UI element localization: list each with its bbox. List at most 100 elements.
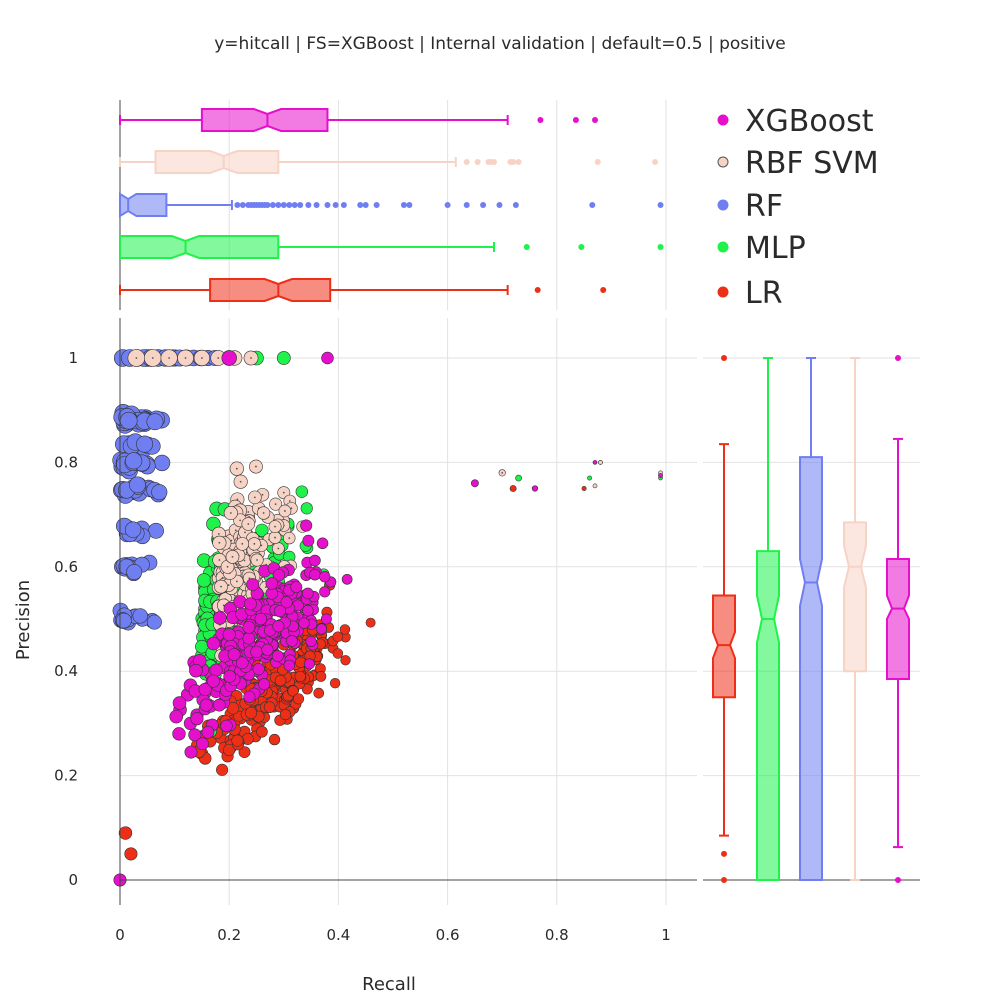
- outlier-point: [578, 244, 585, 250]
- data-point: [216, 763, 229, 776]
- box-body: [209, 278, 332, 302]
- data-point: [272, 568, 286, 582]
- data-point: [302, 604, 314, 617]
- legend-item-xgboost[interactable]: XGBoost: [717, 104, 874, 139]
- data-point: [301, 683, 313, 695]
- data-point: [245, 706, 258, 719]
- data-point-center: [235, 580, 238, 583]
- data-point: [305, 635, 317, 648]
- data-point-center: [229, 512, 232, 514]
- legend-item-rf[interactable]: RF: [717, 189, 783, 224]
- x-axis-title: Recall: [362, 974, 416, 995]
- data-point-center: [233, 594, 236, 597]
- data-point: [263, 701, 276, 714]
- data-point: [319, 571, 331, 583]
- legend-marker: [717, 114, 729, 126]
- data-point: [598, 460, 603, 465]
- legend-marker: [717, 241, 729, 253]
- outlier-point: [275, 202, 282, 208]
- series-xgboost: [113, 350, 663, 887]
- data-point-center: [239, 519, 242, 522]
- data-point: [115, 612, 132, 629]
- legend-marker: [717, 199, 729, 211]
- data-point: [243, 690, 256, 703]
- x-tick-label: 1: [661, 926, 671, 944]
- data-point: [470, 479, 479, 488]
- y-tick-label: 1: [68, 349, 78, 367]
- outlier-point: [297, 202, 304, 208]
- series-rf: [112, 349, 663, 631]
- outlier-point: [721, 850, 727, 857]
- data-point: [581, 486, 587, 491]
- precision-box-rf: [799, 357, 823, 881]
- data-point: [209, 663, 223, 677]
- x-tick-label: 0.2: [217, 926, 241, 944]
- legend-item-lr[interactable]: LR: [717, 276, 783, 311]
- data-point-center: [234, 529, 237, 532]
- data-point: [132, 608, 148, 624]
- data-point: [300, 502, 313, 515]
- data-point-center: [235, 467, 238, 470]
- x-tick-label: 0.6: [436, 926, 460, 944]
- data-point-center: [264, 586, 267, 589]
- data-point: [256, 725, 268, 738]
- outlier-point: [534, 287, 541, 293]
- y-tick-label: 0.4: [54, 662, 78, 680]
- outlier-point: [600, 287, 607, 293]
- x-tick-label: 0: [115, 926, 125, 944]
- data-point-center: [256, 559, 258, 561]
- data-point: [220, 719, 233, 733]
- legend-item-rbf-svm[interactable]: RBF SVM: [717, 146, 879, 181]
- data-point: [280, 596, 293, 609]
- data-point: [341, 573, 353, 585]
- scatter-plot: [112, 349, 663, 887]
- data-point: [213, 611, 227, 625]
- box-body: [756, 550, 780, 881]
- outlier-point: [572, 117, 579, 123]
- data-point: [188, 728, 202, 742]
- data-point-center: [288, 500, 291, 502]
- data-point: [184, 745, 198, 759]
- box-body: [154, 150, 280, 174]
- data-point-center: [220, 585, 222, 588]
- data-point: [365, 617, 376, 628]
- data-point-center: [255, 465, 257, 468]
- data-point: [286, 635, 298, 647]
- data-point-center: [241, 542, 244, 545]
- data-point-center: [247, 523, 250, 525]
- data-point: [190, 712, 204, 726]
- data-point: [153, 454, 171, 472]
- data-point-center: [236, 498, 239, 501]
- data-point: [238, 746, 251, 759]
- data-point-center: [244, 583, 246, 586]
- legend-marker: [717, 156, 729, 168]
- data-point: [658, 473, 663, 478]
- data-point-center: [217, 357, 220, 359]
- outlier-point: [291, 202, 298, 208]
- data-point-center: [222, 604, 225, 607]
- box-body: [200, 108, 329, 132]
- legend-label: RBF SVM: [745, 146, 879, 181]
- data-point: [196, 573, 212, 588]
- data-point: [274, 674, 287, 687]
- data-point: [151, 484, 168, 501]
- legend[interactable]: XGBoost RBF SVM RF MLP LR: [717, 104, 879, 311]
- outlier-point: [652, 159, 659, 165]
- outlier-point: [480, 202, 487, 208]
- data-point-center: [231, 555, 234, 558]
- data-point-center: [218, 541, 221, 544]
- outlier-point: [510, 159, 517, 165]
- outlier-point: [286, 202, 293, 208]
- data-point: [531, 485, 539, 492]
- outlier-point: [234, 202, 241, 208]
- data-point: [315, 671, 327, 682]
- legend-label: LR: [745, 276, 783, 311]
- legend-item-mlp[interactable]: MLP: [717, 231, 806, 266]
- data-point: [223, 670, 237, 683]
- data-point: [255, 523, 269, 537]
- data-point: [213, 698, 226, 712]
- outlier-point: [444, 202, 451, 208]
- legend-label: XGBoost: [745, 104, 874, 139]
- outlier-point: [340, 202, 347, 208]
- data-point-center: [151, 357, 154, 359]
